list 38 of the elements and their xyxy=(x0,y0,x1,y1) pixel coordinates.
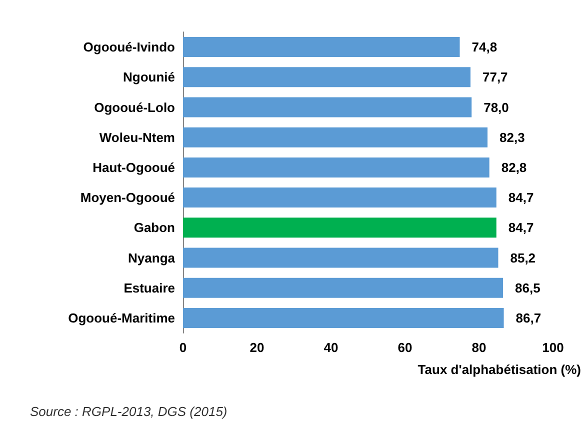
data-label: 84,7 xyxy=(508,220,534,236)
y-tick-label: Estuaire xyxy=(124,280,175,296)
source-note: Source : RGPL-2013, DGS (2015) xyxy=(30,404,228,419)
bar xyxy=(183,67,470,88)
y-tick-label: Moyen-Ogooué xyxy=(80,190,175,206)
y-tick-label: Ogooué-Ivindo xyxy=(83,40,176,55)
y-tick-label: Haut-Ogooué xyxy=(92,160,175,175)
x-tick-label: 100 xyxy=(542,340,564,355)
y-tick-label: Gabon xyxy=(134,220,176,236)
bar xyxy=(183,127,488,148)
x-axis-title: Taux d'alphabétisation (%) xyxy=(418,362,581,377)
data-label: 86,7 xyxy=(516,310,542,326)
y-tick-label: Nyanga xyxy=(128,250,176,266)
y-tick-label: Ogooué-Maritime xyxy=(68,310,175,326)
data-label: 85,2 xyxy=(510,250,536,266)
x-tick-label: 20 xyxy=(250,340,264,355)
bar xyxy=(183,248,498,268)
bar xyxy=(183,97,472,118)
data-label: 77,7 xyxy=(482,70,508,85)
data-label: 84,7 xyxy=(508,190,534,206)
bar xyxy=(183,157,490,178)
data-label: 86,5 xyxy=(515,280,540,296)
data-label: 82,8 xyxy=(501,160,527,175)
y-tick-label: Ngounié xyxy=(123,70,175,85)
y-tick-label: Woleu-Ntem xyxy=(99,130,175,145)
bar xyxy=(183,218,496,238)
bar xyxy=(183,278,504,298)
y-tick-label: Ogooué-Lolo xyxy=(94,100,176,115)
bar xyxy=(183,37,460,58)
data-label: 74,8 xyxy=(472,40,498,55)
x-tick-label: 60 xyxy=(398,340,412,355)
x-tick-label: 80 xyxy=(472,340,486,355)
data-label: 82,3 xyxy=(500,130,525,145)
x-tick-label: 40 xyxy=(324,340,338,355)
x-tick-label: 0 xyxy=(179,340,187,355)
bar xyxy=(183,308,504,328)
data-label: 78,0 xyxy=(484,100,509,115)
bar xyxy=(183,188,496,208)
